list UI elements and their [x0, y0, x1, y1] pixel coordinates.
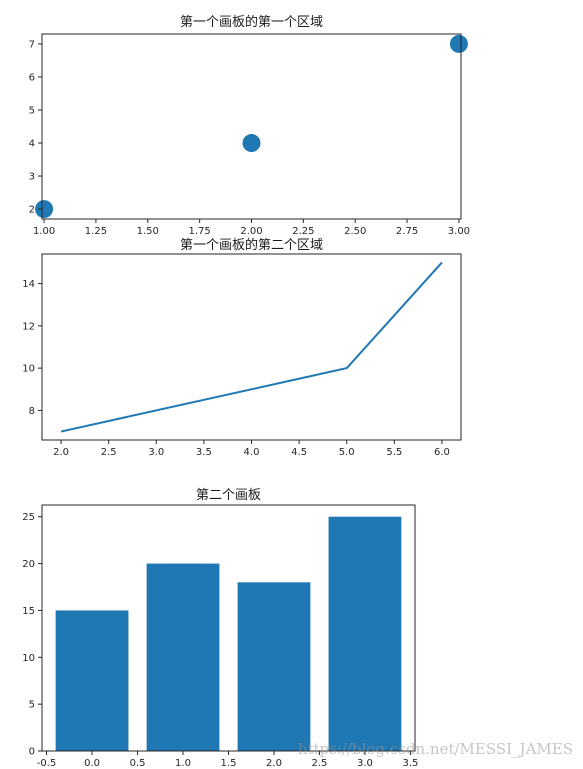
x-tick-label-2: 0.0: [84, 758, 100, 769]
x-tick-label-1: 2.0: [53, 447, 69, 458]
y-tick-label-3: 10: [22, 653, 35, 664]
watermark: https://blog.csdn.net/MESSI_JAMES: [297, 740, 573, 758]
x-tick-label-6: 2.0: [266, 758, 282, 769]
x-tick-label-4: 1.75: [189, 226, 211, 237]
y-tick-label-5: 6: [29, 72, 35, 83]
scatter-point-2: [242, 134, 261, 153]
x-tick-label-8: 2.75: [396, 226, 418, 237]
y-tick-label-4: 5: [29, 105, 35, 116]
chart-2: 2.0 2.5 3.0 3.5 4.0 4.5 5.0 5.5 6.0 8 10 12 14 第一个画板的…: [22, 237, 462, 458]
y-tick-label-3: 4: [29, 139, 35, 150]
y-tick-label-6: 7: [29, 39, 35, 50]
x-tick-label-1: 1.00: [33, 226, 55, 237]
x-tick-label-5: 1.5: [221, 758, 237, 769]
x-tick-label-7: 2.5: [312, 758, 328, 769]
y-tick-label-4: 15: [22, 606, 35, 617]
x-tick-label-8: 3.0: [357, 758, 373, 769]
series-line: [60, 261, 443, 433]
bar-3: [237, 582, 311, 751]
x-tick-label-5: 4.0: [244, 447, 260, 458]
x-tick-label-4: 3.5: [196, 447, 212, 458]
chart-title: 第一个画板的第一个区域: [180, 14, 323, 30]
chart-title: 第二个画板: [196, 488, 261, 503]
x-tick-label-3: 0.5: [130, 758, 146, 769]
scatter-point-3: [449, 34, 468, 53]
x-tick-label-7: 2.50: [344, 226, 366, 237]
x-tick-label-7: 5.0: [339, 447, 355, 458]
y-tick-label-2: 10: [22, 364, 35, 375]
y-tick-label-6: 25: [22, 512, 35, 523]
x-tick-label-4: 1.0: [175, 758, 191, 769]
x-tick-label-5: 2.00: [240, 226, 262, 237]
x-tick-label-8: 5.5: [386, 447, 402, 458]
chart-title: 第一个画板的第二个区域: [180, 237, 323, 253]
y-tick-label-5: 20: [22, 559, 35, 570]
x-tick-label-3: 3.0: [148, 447, 164, 458]
x-tick-label-9: 3.00: [448, 226, 470, 237]
bar-1: [55, 610, 129, 751]
x-tick-label-3: 1.50: [137, 226, 159, 237]
y-tick-label-2: 5: [29, 700, 35, 711]
chart-3: -0.5 0.0 0.5 1.0 1.5 2.0 2.5 3.0 3.5 0 5 10 15 20 25 第二…: [22, 488, 418, 769]
y-tick-label-1: 8: [29, 406, 35, 417]
x-tick-label-2: 2.5: [101, 447, 117, 458]
plot-frame: [41, 33, 462, 220]
y-tick-label-3: 12: [22, 321, 35, 332]
bar-2: [146, 563, 220, 751]
bar-4: [328, 516, 402, 751]
y-tick-label-1: 0: [29, 747, 35, 758]
x-tick-label-9: 3.5: [402, 758, 418, 769]
scatter-point-1: [35, 200, 54, 219]
y-tick-label-2: 3: [29, 172, 35, 183]
x-tick-label-6: 4.5: [291, 447, 307, 458]
y-tick-label-4: 14: [22, 279, 35, 290]
y-tick-label-1: 2: [29, 205, 35, 216]
chart-1: 1.00 1.25 1.50 1.75 2.00 2.25 2.50 2.75 3.00 2 3 4 5…: [29, 14, 470, 237]
x-tick-label-2: 1.25: [85, 226, 107, 237]
x-tick-label-9: 6.0: [434, 447, 450, 458]
plot-frame: [41, 253, 462, 441]
x-tick-label-6: 2.25: [292, 226, 314, 237]
x-tick-label-1: -0.5: [37, 758, 57, 769]
